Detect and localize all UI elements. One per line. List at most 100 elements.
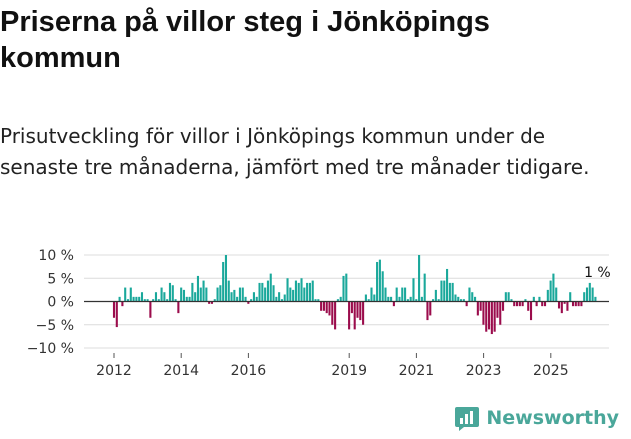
bar <box>303 287 306 302</box>
bar <box>168 282 172 302</box>
bar <box>541 301 544 307</box>
bar <box>426 301 429 321</box>
bar <box>457 296 460 302</box>
bar <box>350 301 353 314</box>
bar <box>387 296 390 302</box>
bar <box>194 292 197 302</box>
bar <box>529 301 533 321</box>
bar <box>367 299 370 302</box>
bar <box>143 299 146 302</box>
x-tick-label: 2016 <box>231 363 267 379</box>
bar <box>280 299 283 302</box>
bar <box>524 299 527 302</box>
bar <box>398 296 401 302</box>
bar <box>286 278 289 302</box>
bar <box>224 255 228 302</box>
bar <box>174 299 177 302</box>
bar <box>328 301 331 316</box>
bar <box>412 278 415 302</box>
brand: Newsworthy <box>454 405 619 431</box>
bar <box>577 301 580 307</box>
latest-value-annotation: 1 % <box>584 265 611 281</box>
bar <box>395 287 398 302</box>
bar <box>216 287 219 302</box>
bar <box>437 299 440 302</box>
bar <box>199 287 202 302</box>
bar <box>292 289 295 302</box>
bar <box>163 292 166 302</box>
bar <box>126 299 130 302</box>
bar <box>479 301 482 311</box>
bar <box>378 259 381 302</box>
bar <box>219 285 222 302</box>
bar <box>129 287 132 302</box>
bar <box>521 301 524 307</box>
bar <box>370 287 373 302</box>
bar <box>518 301 521 307</box>
bar <box>227 280 230 302</box>
bar <box>440 280 443 302</box>
bar <box>432 299 435 302</box>
bar <box>152 299 155 302</box>
bar <box>118 296 121 302</box>
bar <box>188 296 191 302</box>
x-tick-label: 2023 <box>466 363 502 379</box>
bar <box>468 287 471 302</box>
bar <box>348 301 351 330</box>
bar <box>269 273 272 302</box>
bar <box>306 282 309 302</box>
bar <box>429 301 432 316</box>
page-subtitle: Prisutveckling för villor i Jönköpings k… <box>0 124 590 179</box>
bar <box>538 296 541 302</box>
page-title: Priserna på villor steg i Jönköpings kom… <box>0 6 490 74</box>
bar <box>364 294 367 302</box>
bar <box>546 289 549 302</box>
bar <box>482 301 485 325</box>
bar <box>571 301 575 307</box>
bar <box>146 299 149 302</box>
y-tick-label: 0 % <box>47 295 74 311</box>
bar <box>401 287 404 302</box>
bar <box>132 296 135 302</box>
bar <box>569 292 572 302</box>
bar <box>588 282 591 302</box>
bar <box>258 282 261 302</box>
bar <box>454 294 457 302</box>
bar <box>356 301 359 318</box>
bar <box>238 287 241 302</box>
bar <box>339 296 342 302</box>
bar <box>552 273 555 302</box>
x-tick-label: 2025 <box>533 363 569 379</box>
bar <box>342 275 345 302</box>
bar <box>406 299 409 302</box>
bar <box>566 301 569 311</box>
bar <box>311 280 314 302</box>
bar <box>112 301 116 318</box>
bar <box>353 301 356 330</box>
bar <box>359 301 362 321</box>
bar <box>362 301 365 325</box>
bar <box>471 292 474 302</box>
bar <box>210 301 214 304</box>
bar <box>317 299 320 302</box>
bar <box>476 301 479 316</box>
bar <box>345 273 348 302</box>
bar <box>515 301 519 307</box>
bar <box>264 287 267 302</box>
bar <box>255 296 258 302</box>
bar <box>448 282 451 302</box>
bar <box>513 301 516 307</box>
bar <box>222 261 225 302</box>
bar <box>434 289 437 302</box>
bar <box>213 299 216 302</box>
x-tick-label: 2019 <box>331 363 367 379</box>
bar <box>560 301 563 314</box>
x-tick-label: 2012 <box>96 363 132 379</box>
bar <box>196 275 200 302</box>
bar <box>501 301 505 311</box>
bar <box>390 296 393 302</box>
bar <box>474 296 477 302</box>
bar <box>594 296 597 302</box>
bar <box>252 292 255 302</box>
bar <box>557 301 561 309</box>
